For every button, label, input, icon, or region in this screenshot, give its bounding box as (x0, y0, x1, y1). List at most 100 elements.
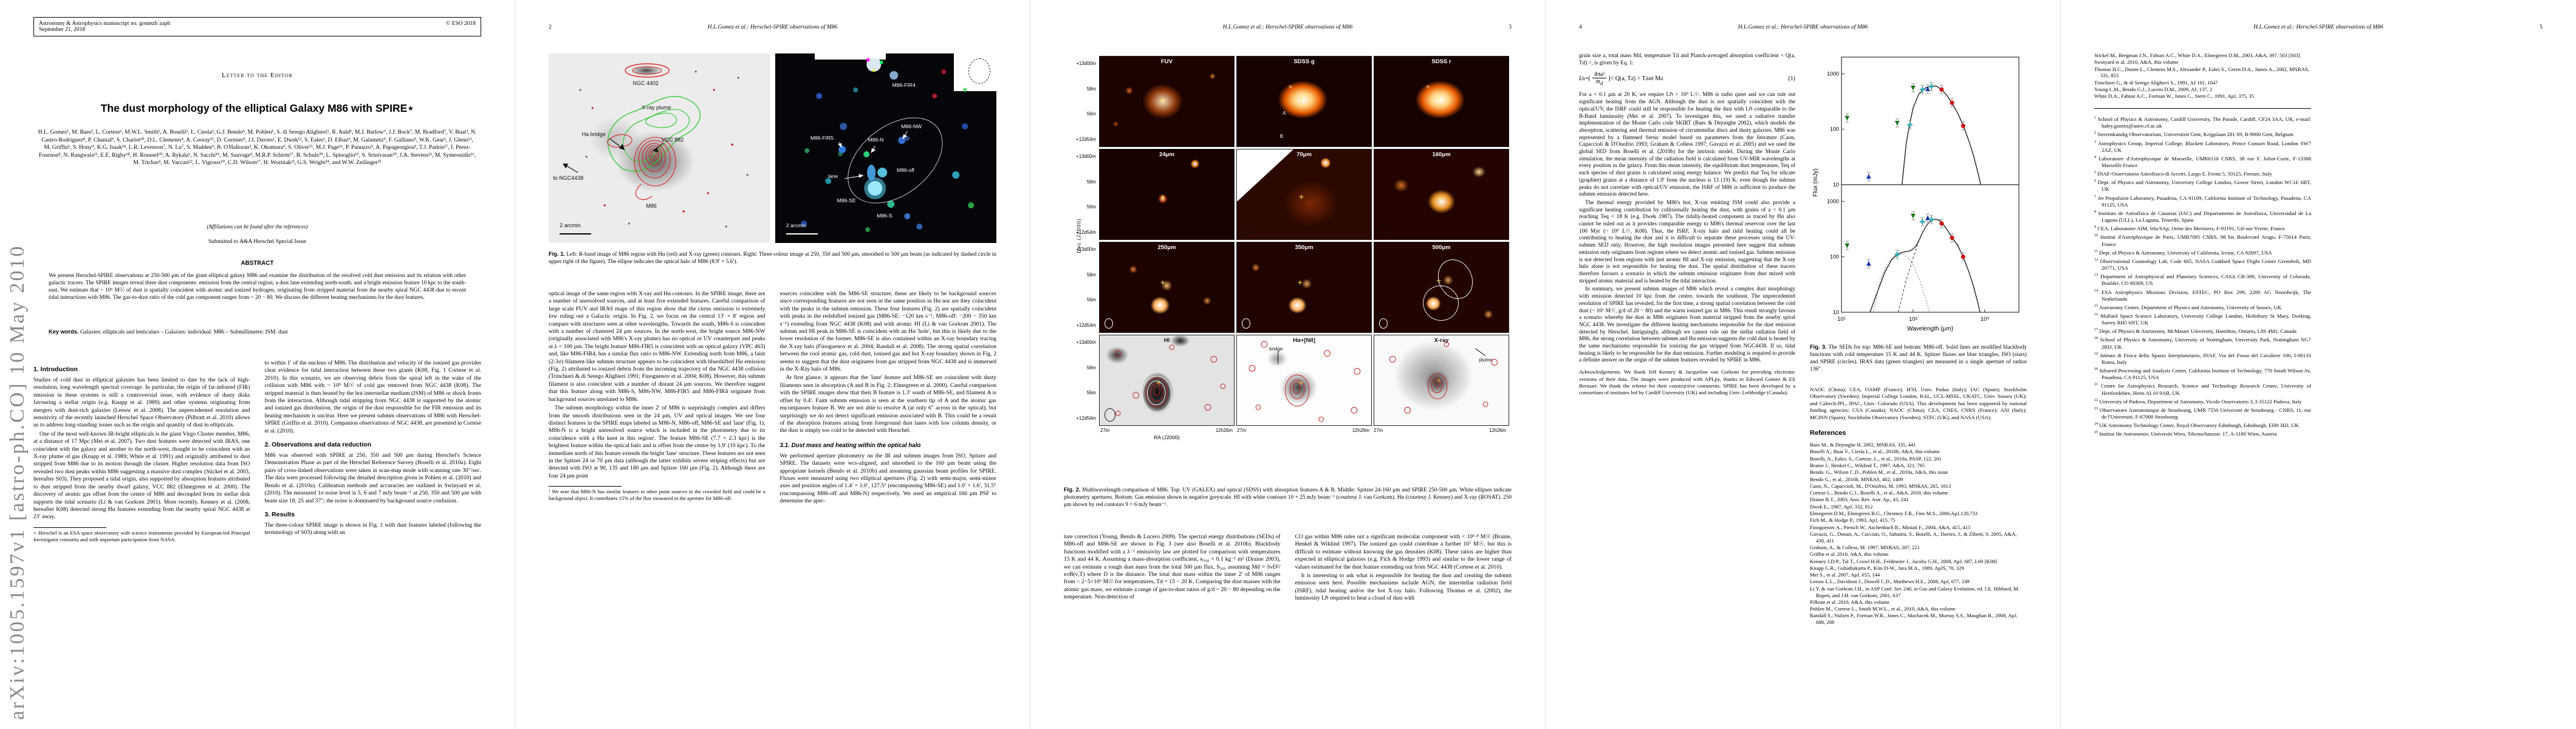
reference: Pohlen M., Cortese L., Smith M.W.L., et … (1810, 606, 1956, 612)
marker-iras-icon (1845, 115, 1850, 121)
running-header-3: H.L.Gomez et al.: Herschel-SPIRE observa… (1064, 24, 1512, 30)
beam-dashed-circle (968, 58, 990, 84)
affiliations-rule (2094, 108, 2311, 109)
eq-sub: d (1600, 81, 1603, 87)
dec-tick: +13d00m (1076, 247, 1096, 252)
figure-2-caption-text: Multiwavelength comparison of M86. Top: … (1064, 487, 1512, 508)
label-m86-se: M86-SE (837, 197, 856, 204)
dec-tick: +12d54m (1076, 136, 1096, 142)
x-tick-label: 10³ (1981, 316, 1989, 323)
eq-sub: d (1645, 76, 1648, 82)
section-3-heading: 3. Results (264, 510, 295, 518)
eq-term: σ M (1650, 75, 1661, 83)
paragraph: sources coincident with the M86-SE struc… (779, 290, 997, 373)
reference: Kenney J.D.P., Tal T., Crowl H.H., Feldm… (1810, 558, 1998, 564)
page-1: arXiv:1005.1597v1 [astro-ph.CO] 10 May 2… (0, 0, 515, 729)
marker-iso-icon (1928, 83, 1935, 90)
ra-tick: 27m (1374, 428, 1383, 433)
eso-notice: © ESO 2018 (446, 21, 476, 27)
reference: Mei S., et al. 2007, ApJ, 655, 144 (1810, 572, 1880, 578)
panel-label-500um: 500μm (1432, 244, 1451, 251)
label-ngc4402: NGC 4402 (632, 80, 659, 86)
dec-tick: 58m (1086, 272, 1096, 278)
footnote-rule (549, 486, 622, 487)
references-continued: Stickel M., Bregman J.N., Fabian A.C., W… (2094, 52, 2311, 100)
label-m86-fir5: M86-FIR5 (810, 135, 834, 142)
m86-position-cross: + (1298, 193, 1304, 202)
affiliation: 24 UK Astronomy Technology Center, Royal… (2094, 422, 2299, 429)
reference: Bendo. G., Wilson C.D., Pohlen M., et al… (1810, 469, 1948, 476)
fig2-row-4: +13d00m 58m 56m +12d54m HI + (1076, 335, 1512, 426)
paragraph: CO gas within M86 rules out a significan… (1295, 533, 1512, 570)
ra-tick: 12h26m (1215, 428, 1233, 433)
spire-speckle-art (800, 57, 974, 232)
y-tick-label: 10 (1833, 182, 1839, 188)
figure-1-caption: Fig. 1. Left: R-band image of M86 region… (549, 250, 996, 265)
submitted-note: Submitted to A&A Herschel Special Issue (208, 238, 307, 245)
keywords-text: Galaxies: ellipticals and lenticulars – … (80, 329, 288, 335)
y-tick-label: 1000 (1827, 70, 1839, 77)
section-1-text: Studies of cold dust in elliptical galax… (33, 377, 250, 521)
panel-xray: X-ray plume + (1374, 335, 1509, 426)
affiliation: 17 Dept. of Physics & Astronomy, McMaste… (2094, 328, 2297, 335)
x-tick-label: 10² (1909, 316, 1917, 323)
page4-column-left: grain size a, total mass Md, temperature… (1579, 52, 1795, 626)
page1-columns: 1. Introduction Studies of cold dust in … (33, 360, 481, 543)
dec-tick: 56m (1086, 297, 1096, 303)
ra-ticks-col3: 27m 12h26m (1372, 428, 1507, 433)
panel-fuv: FUV + (1099, 56, 1235, 147)
affiliation: 19 Istituto di Fisica dello Spazio Inter… (2094, 352, 2311, 365)
reference: Thomas H.C., Dunne L., Clemens M.S., Ale… (2094, 66, 2309, 79)
affiliation: 4 Laboratoire d'Astrophysique de Marseil… (2094, 155, 2311, 168)
affiliation: 22 University of Padova, Department of A… (2094, 398, 2302, 405)
halpha-contours (1249, 341, 1361, 422)
page3-column-left: ture correction (Young, Bendo & Lucero 2… (1064, 533, 1281, 604)
figure-1-caption-text: Left: R-band image of M86 region with Hα… (549, 252, 996, 265)
ack-text: We thank Jeff Kenney & Jacqueline van Go… (1579, 369, 1795, 396)
reference: Fich M., & Hodge P., 1993, ApJ, 415, 75 (1810, 517, 1896, 524)
page1-column-right: to within 1′ of the nucleus of M86. The … (265, 360, 482, 543)
reference: Dwek E., 1987, ApJ, 332, 812 (1810, 503, 1873, 510)
reference: Braine J., Henkel C., Wiklind T., 1997, … (1810, 462, 1925, 468)
panel-label-250um: 250μm (1157, 244, 1176, 251)
affiliation: 25 Institut für Astronomie, Universitt W… (2094, 431, 2277, 437)
sed-curve-cold-15-K (1897, 219, 1967, 313)
affiliation: 23 Observatoire Astronomique de Strasbou… (2094, 406, 2311, 420)
label-plume: plume (1479, 357, 1493, 363)
marker-iso-icon (1919, 218, 1926, 225)
paragraph: The three-colour SPIRE image is shown in… (264, 521, 482, 536)
paragraph: optical image of the same region with X-… (549, 290, 766, 403)
results-text-right: sources coincident with the M86-SE struc… (780, 290, 997, 435)
paragraph: It is interesting to ask what is respons… (1295, 572, 1512, 602)
eq-term: L (1579, 75, 1583, 83)
label-m86-fir4: M86-FIR4 (892, 81, 916, 88)
absorption-feature-b: B (1279, 134, 1284, 140)
marker-spire-icon (1939, 221, 1944, 226)
arxiv-stamp: arXiv:1005.1597v1 [astro-ph.CO] 10 May 2… (6, 244, 29, 720)
ra-tick: 12h26m (1352, 428, 1369, 433)
eq-sub: d (1660, 76, 1663, 82)
label-lane: lane (827, 173, 838, 179)
page1-column-left: 1. Introduction Studies of cold dust in … (33, 360, 250, 543)
page5-column-right (2326, 52, 2543, 438)
affiliation: 12 Observational Cosmology Lab, Code 665… (2094, 258, 2311, 271)
label-bridge: bridge (1269, 346, 1283, 352)
marker-iras-icon (1910, 86, 1916, 91)
spacer (2094, 24, 2112, 30)
m86-position-cross: + (1437, 194, 1443, 204)
sed-curve-modified-blackbody-15-K (1901, 85, 1981, 185)
paragraph: We performed aperture photometry on the … (779, 452, 997, 505)
dec-tick: +12d54m (1076, 229, 1096, 235)
ra-tick: 27m (1100, 428, 1110, 433)
keywords-line: Key words. Galaxies: ellipticals and len… (49, 328, 466, 336)
reference: Elmegreen D.M., Elmegreen B.G., Chromey … (1810, 510, 1978, 516)
m86-position-cross: + (1298, 94, 1304, 104)
section-2-heading: 2. Observations and data reduction (264, 441, 372, 449)
m86-position-cross: + (1160, 278, 1165, 289)
eq-fraction: 4πa² md (1592, 71, 1607, 86)
figure-1-left-rband-image: NGC 4402 X-ray plume Ha bridge VCC 882 t… (549, 53, 770, 243)
m86-position-cross: + (1160, 96, 1165, 106)
dec-tick: 56m (1086, 204, 1096, 210)
panel-500um: 500μm + (1374, 242, 1509, 333)
beam-ellipse (1242, 318, 1250, 329)
